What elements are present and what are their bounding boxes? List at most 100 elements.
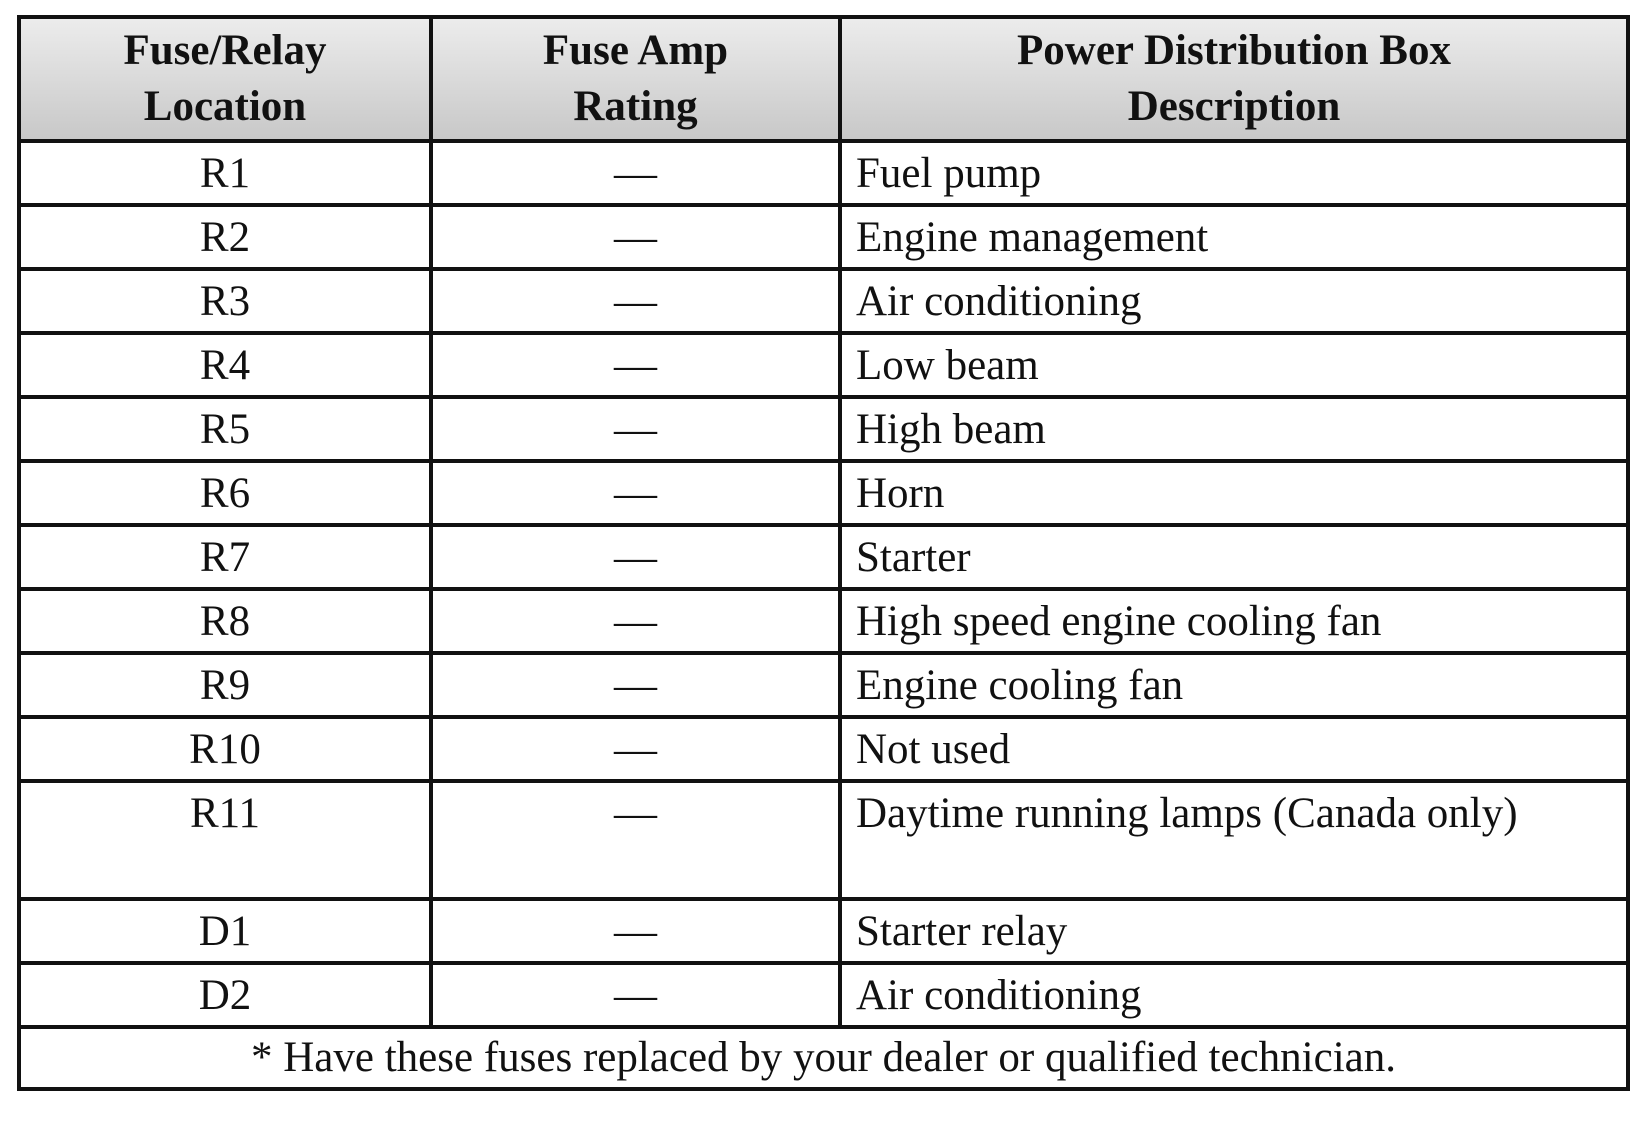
table-cell: — xyxy=(429,715,842,783)
amp-rating: — xyxy=(614,406,657,453)
table-cell: Engine management xyxy=(838,203,1630,271)
location: R11 xyxy=(189,790,261,837)
table-cell: R5 xyxy=(17,395,433,463)
table-cell: — xyxy=(429,267,842,335)
footnote-row: * Have these fuses replaced by your deal… xyxy=(17,1025,1630,1091)
table-cell: Starter xyxy=(838,523,1630,591)
amp-rating: — xyxy=(614,598,657,645)
location: R4 xyxy=(199,342,251,389)
description: Low beam xyxy=(856,342,1039,389)
table-cell: — xyxy=(429,523,842,591)
location: R9 xyxy=(199,662,251,709)
table-cell: D2 xyxy=(17,961,433,1029)
table-cell: — xyxy=(429,459,842,527)
amp-rating: — xyxy=(614,214,657,261)
header-text: Fuse Amp xyxy=(542,27,729,74)
table-row: R10 — Not used xyxy=(17,715,1630,783)
table-cell: R2 xyxy=(17,203,433,271)
header-text: Location xyxy=(143,83,307,130)
table-cell: — xyxy=(429,587,842,655)
table-cell: Daytime running lamps (Canada only) xyxy=(838,779,1630,901)
amp-rating: — xyxy=(614,726,657,773)
description: Engine cooling fan xyxy=(856,662,1184,709)
description: Engine management xyxy=(856,214,1209,261)
header-text: Fuse/Relay xyxy=(123,27,327,74)
description: Air conditioning xyxy=(856,278,1142,325)
description: High speed engine cooling fan xyxy=(856,598,1382,645)
table-row: R8 — High speed engine cooling fan xyxy=(17,587,1630,655)
table-cell: R7 xyxy=(17,523,433,591)
table-cell: R11 xyxy=(17,779,433,901)
table-row: R5 — High beam xyxy=(17,395,1630,463)
table-row: R2 — Engine management xyxy=(17,203,1630,271)
table-cell: D1 xyxy=(17,897,433,965)
location: R5 xyxy=(199,406,251,453)
amp-rating: — xyxy=(614,534,657,581)
table-cell: Fuel pump xyxy=(838,139,1630,207)
table-cell: — xyxy=(429,203,842,271)
header-text: Rating xyxy=(573,83,698,130)
fuse-table: Fuse/Relay Location Fuse Amp Rating Power Di… xyxy=(17,15,1630,1091)
description: Daytime running lamps (Canada only) xyxy=(856,790,1518,837)
footnote: * Have these fuses replaced by your deal… xyxy=(251,1034,1396,1081)
description: High beam xyxy=(856,406,1046,453)
location: R1 xyxy=(199,150,251,197)
table-cell: Not used xyxy=(838,715,1630,783)
table-cell: — xyxy=(429,139,842,207)
table-cell: Air conditioning xyxy=(838,267,1630,335)
location: R6 xyxy=(199,470,251,517)
amp-rating: — xyxy=(614,908,657,955)
table-cell: R9 xyxy=(17,651,433,719)
description: Air conditioning xyxy=(856,972,1142,1019)
amp-rating: — xyxy=(614,662,657,709)
table-cell: — xyxy=(429,651,842,719)
location: R7 xyxy=(199,534,251,581)
description: Starter relay xyxy=(856,908,1068,955)
amp-rating: — xyxy=(614,790,657,837)
table-row: R7 — Starter xyxy=(17,523,1630,591)
location: D1 xyxy=(198,908,252,955)
table-row: R6 — Horn xyxy=(17,459,1630,527)
table-cell: — xyxy=(429,779,842,901)
location: R3 xyxy=(199,278,251,325)
header-text: Power Distribution Box xyxy=(1017,27,1451,74)
table-cell: Low beam xyxy=(838,331,1630,399)
table-cell: R8 xyxy=(17,587,433,655)
amp-rating: — xyxy=(614,470,657,517)
location: R8 xyxy=(199,598,251,645)
table-row: R11 — Daytime running lamps (Canada only) xyxy=(17,779,1630,901)
location: D2 xyxy=(198,972,252,1019)
footnote-cell: * Have these fuses replaced by your deal… xyxy=(17,1025,1630,1091)
table-cell: R3 xyxy=(17,267,433,335)
table-cell: R6 xyxy=(17,459,433,527)
amp-rating: — xyxy=(614,150,657,197)
table-row: R4 — Low beam xyxy=(17,331,1630,399)
table-cell: R1 xyxy=(17,139,433,207)
description: Fuel pump xyxy=(856,150,1042,197)
table-row: D1 — Starter relay xyxy=(17,897,1630,965)
amp-rating: — xyxy=(614,278,657,325)
description: Starter xyxy=(856,534,971,581)
table-row: R3 — Air conditioning xyxy=(17,267,1630,335)
header-cell: Fuse/Relay Location xyxy=(17,15,433,143)
table-cell: — xyxy=(429,331,842,399)
description: Horn xyxy=(856,470,945,517)
table-cell: Engine cooling fan xyxy=(838,651,1630,719)
table-row: R1 — Fuel pump xyxy=(17,139,1630,207)
table-cell: Starter relay xyxy=(838,897,1630,965)
header-cell: Power Distribution Box Description xyxy=(838,15,1630,143)
header-cell: Fuse Amp Rating xyxy=(429,15,842,143)
table-row: D2 — Air conditioning xyxy=(17,961,1630,1029)
amp-rating: — xyxy=(614,972,657,1019)
table-cell: High speed engine cooling fan xyxy=(838,587,1630,655)
table-cell: Air conditioning xyxy=(838,961,1630,1029)
table-cell: — xyxy=(429,961,842,1029)
table-cell: Horn xyxy=(838,459,1630,527)
table-body: R1 — Fuel pump R2 — Engine management R3 — Air c… xyxy=(17,139,1630,1091)
table-cell: — xyxy=(429,897,842,965)
description: Not used xyxy=(856,726,1011,773)
header-row: Fuse/Relay Location Fuse Amp Rating Power Di… xyxy=(17,15,1630,143)
table-row: R9 — Engine cooling fan xyxy=(17,651,1630,719)
location: R2 xyxy=(199,214,251,261)
